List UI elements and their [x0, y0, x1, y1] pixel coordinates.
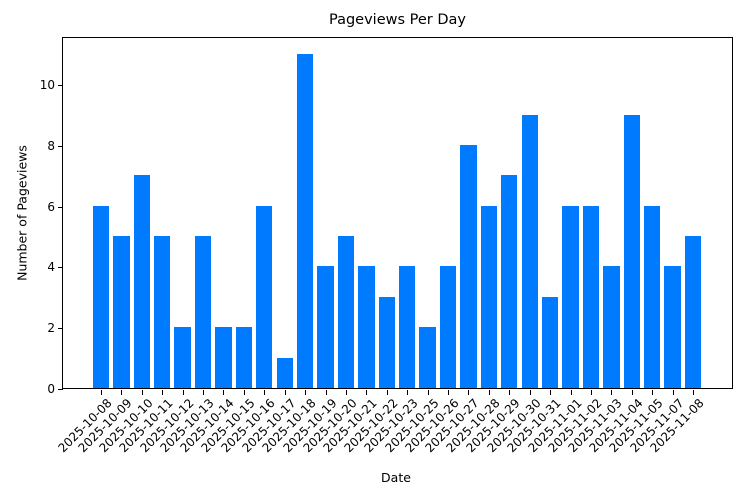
bar — [337, 236, 355, 388]
y-tick-label: 4 — [47, 260, 55, 275]
x-tick — [529, 390, 531, 395]
x-tick — [101, 390, 102, 395]
bar — [256, 205, 273, 388]
x-tick — [141, 390, 143, 395]
x-tick — [488, 390, 490, 395]
x-tick — [284, 390, 286, 395]
bar — [541, 296, 559, 388]
bar — [174, 327, 191, 388]
bar — [378, 296, 395, 388]
x-tick — [652, 390, 654, 395]
bar — [603, 266, 620, 388]
y-axis-label: Number of Pageviews — [14, 145, 30, 281]
x-tick — [407, 390, 409, 395]
bar — [154, 236, 171, 388]
bar — [276, 357, 293, 388]
bar — [113, 236, 130, 388]
bar — [439, 266, 457, 388]
x-tick — [448, 390, 450, 395]
bar — [419, 327, 436, 388]
bar — [399, 266, 416, 388]
bar — [623, 114, 640, 388]
bar — [317, 266, 334, 388]
y-tick-label: 8 — [47, 138, 55, 153]
bar — [92, 205, 110, 388]
bar — [460, 144, 477, 388]
bar — [684, 236, 702, 388]
bar — [582, 205, 600, 388]
x-tick — [182, 390, 184, 395]
y-tick — [58, 389, 63, 390]
y-tick-label: 6 — [47, 199, 55, 214]
bar — [235, 327, 253, 388]
y-tick — [58, 85, 63, 87]
x-tick — [611, 390, 613, 395]
x-tick — [264, 390, 266, 395]
chart-title: Pageviews Per Day — [328, 12, 466, 28]
y-tick — [58, 206, 63, 208]
plot-area: 2025-10-08 2025-10-09 2025-10-10 2025-10-11… — [40, 37, 733, 455]
x-tick — [590, 390, 592, 395]
x-tick — [325, 390, 327, 395]
x-tick — [305, 390, 307, 395]
x-tick — [366, 390, 368, 395]
bar — [480, 205, 498, 388]
bar — [215, 327, 232, 388]
x-tick — [509, 390, 511, 395]
x-tick — [243, 390, 245, 395]
x-tick — [386, 390, 388, 395]
y-tick-label: 2 — [47, 321, 55, 336]
y-tick-label: 10 — [39, 78, 55, 93]
x-tick — [345, 390, 347, 395]
bar — [194, 236, 212, 388]
bar — [501, 175, 518, 388]
bar — [644, 205, 661, 388]
x-tick — [468, 390, 470, 395]
y-tick-label: 0 — [47, 382, 55, 396]
x-tick — [162, 390, 164, 395]
x-tick — [427, 390, 429, 395]
x-tick — [203, 390, 205, 395]
x-axis-label: Date — [381, 470, 411, 485]
x-tick — [223, 390, 225, 395]
bar — [133, 175, 150, 388]
bar — [358, 266, 375, 388]
x-tick — [550, 390, 552, 395]
y-tick — [58, 328, 63, 330]
x-tick — [121, 390, 123, 395]
x-tick — [570, 390, 572, 395]
bar — [521, 114, 538, 388]
bar — [664, 266, 681, 388]
x-tick — [672, 390, 674, 395]
bar — [562, 205, 579, 388]
x-tick — [631, 390, 633, 395]
y-tick — [58, 145, 63, 147]
bar — [296, 53, 314, 388]
x-tick — [693, 390, 694, 395]
y-tick — [58, 267, 63, 269]
